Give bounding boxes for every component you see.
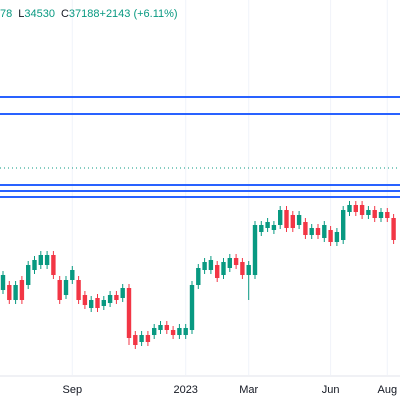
- candle-body: [183, 328, 188, 335]
- candle-body: [265, 222, 270, 228]
- candle-body: [385, 212, 390, 218]
- candle-body: [341, 210, 346, 240]
- candle-body: [38, 255, 43, 265]
- x-tick-label: Jun: [322, 384, 340, 396]
- candle-body: [13, 285, 18, 300]
- candle-body: [145, 335, 151, 342]
- candle-body: [170, 330, 176, 335]
- candle-body: [51, 255, 56, 275]
- candle-body: [303, 222, 308, 235]
- candle-body: [133, 335, 138, 345]
- candle-body: [76, 280, 81, 300]
- candle-body: [0, 275, 6, 290]
- header-part: L: [18, 8, 24, 20]
- candle-body: [164, 325, 169, 330]
- candle-body: [95, 298, 100, 308]
- x-tick-label: Aug: [378, 384, 398, 396]
- candle-body: [227, 258, 232, 268]
- x-tick-label: Sep: [63, 384, 83, 396]
- header-part: +2143 (+6.11%): [100, 8, 178, 20]
- candle-body: [89, 300, 94, 308]
- candle-body: [139, 335, 144, 342]
- header-part: 37188: [69, 8, 100, 20]
- candle-body: [328, 230, 333, 242]
- candle-body: [353, 205, 358, 212]
- candle-body: [120, 288, 125, 298]
- candle-body: [70, 270, 75, 280]
- candle-body: [315, 228, 321, 235]
- candle-body: [334, 232, 340, 242]
- candle-body: [19, 280, 25, 300]
- candle-body: [240, 262, 245, 275]
- ohlc-header: 78 L34530 C37188+2143 (+6.11%): [0, 8, 178, 20]
- candle-body: [107, 295, 113, 303]
- candle-body: [177, 328, 182, 335]
- header-part: 78: [0, 8, 12, 20]
- candle-body: [278, 210, 283, 225]
- candle-body: [221, 262, 226, 275]
- candle-body: [114, 295, 119, 300]
- candle-body: [359, 205, 365, 215]
- candle-body: [215, 265, 220, 278]
- candle-body: [309, 228, 314, 235]
- candle-body: [233, 258, 239, 265]
- header-part: C: [61, 8, 69, 20]
- candle-body: [196, 268, 201, 285]
- candle-body: [158, 325, 163, 330]
- candle-body: [391, 218, 396, 240]
- candle-body: [44, 255, 50, 265]
- candle-body: [271, 225, 277, 230]
- candle-body: [101, 300, 106, 306]
- candle-body: [63, 280, 69, 295]
- candle-body: [246, 265, 251, 275]
- candle-body: [290, 215, 295, 228]
- candle-body: [152, 328, 157, 335]
- candle-body: [208, 260, 214, 270]
- header-part: 34530: [24, 8, 55, 20]
- candle-body: [202, 262, 207, 270]
- candle-body: [347, 205, 352, 212]
- candle-body: [7, 285, 12, 300]
- x-tick-label: 2023: [173, 384, 197, 396]
- x-tick-label: Mar: [239, 384, 258, 396]
- candle-body: [378, 212, 384, 218]
- candle-body: [82, 295, 88, 305]
- candle-body: [189, 285, 195, 330]
- candle-body: [296, 215, 302, 225]
- candle-body: [322, 225, 327, 238]
- candle-body: [32, 260, 37, 270]
- candle-body: [252, 225, 258, 275]
- candle-body: [372, 210, 377, 218]
- candle-body: [366, 210, 371, 215]
- candle-body: [26, 265, 31, 285]
- candle-body: [259, 225, 264, 232]
- candle-body: [284, 210, 289, 228]
- candle-body: [126, 288, 132, 338]
- candle-body: [57, 280, 62, 300]
